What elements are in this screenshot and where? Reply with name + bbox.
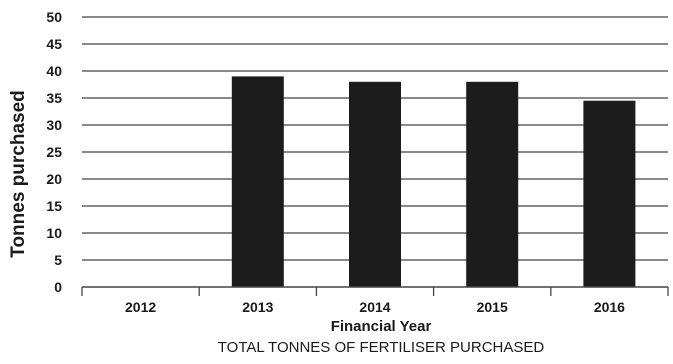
y-tick-label: 10 bbox=[46, 225, 62, 241]
y-tick-label: 30 bbox=[46, 117, 62, 133]
bar-2016 bbox=[583, 100, 636, 287]
x-tick-label: 2013 bbox=[242, 299, 273, 315]
x-tick-label: 2016 bbox=[594, 299, 625, 315]
chart-caption: TOTAL TONNES OF FERTILISER PURCHASED bbox=[218, 339, 545, 356]
x-axis-title: Financial Year bbox=[331, 318, 432, 335]
bar-2013 bbox=[231, 76, 284, 288]
y-tick-label: 25 bbox=[46, 144, 62, 160]
y-tick-label: 0 bbox=[54, 279, 62, 295]
y-tick-label: 20 bbox=[46, 171, 62, 187]
y-axis-title: Tonnes purchased bbox=[8, 90, 29, 258]
y-tick-label: 40 bbox=[46, 63, 62, 79]
y-tick-label: 45 bbox=[46, 36, 62, 52]
bars bbox=[231, 76, 636, 288]
bar-2015 bbox=[466, 81, 519, 287]
y-tick-label: 15 bbox=[46, 198, 62, 214]
x-tick-label: 2014 bbox=[359, 299, 390, 315]
y-tick-label: 35 bbox=[46, 90, 62, 106]
y-tick-labels: 0 5 10 15 20 25 30 35 40 45 50 bbox=[46, 9, 62, 295]
y-tick-label: 50 bbox=[46, 9, 62, 25]
y-tick-label: 5 bbox=[54, 252, 62, 268]
x-tick-label: 2015 bbox=[477, 299, 508, 315]
bar-2014 bbox=[349, 81, 401, 287]
x-tick-label: 2012 bbox=[125, 299, 156, 315]
x-tick-labels: 2012 2013 2014 2015 2016 bbox=[81, 287, 669, 315]
